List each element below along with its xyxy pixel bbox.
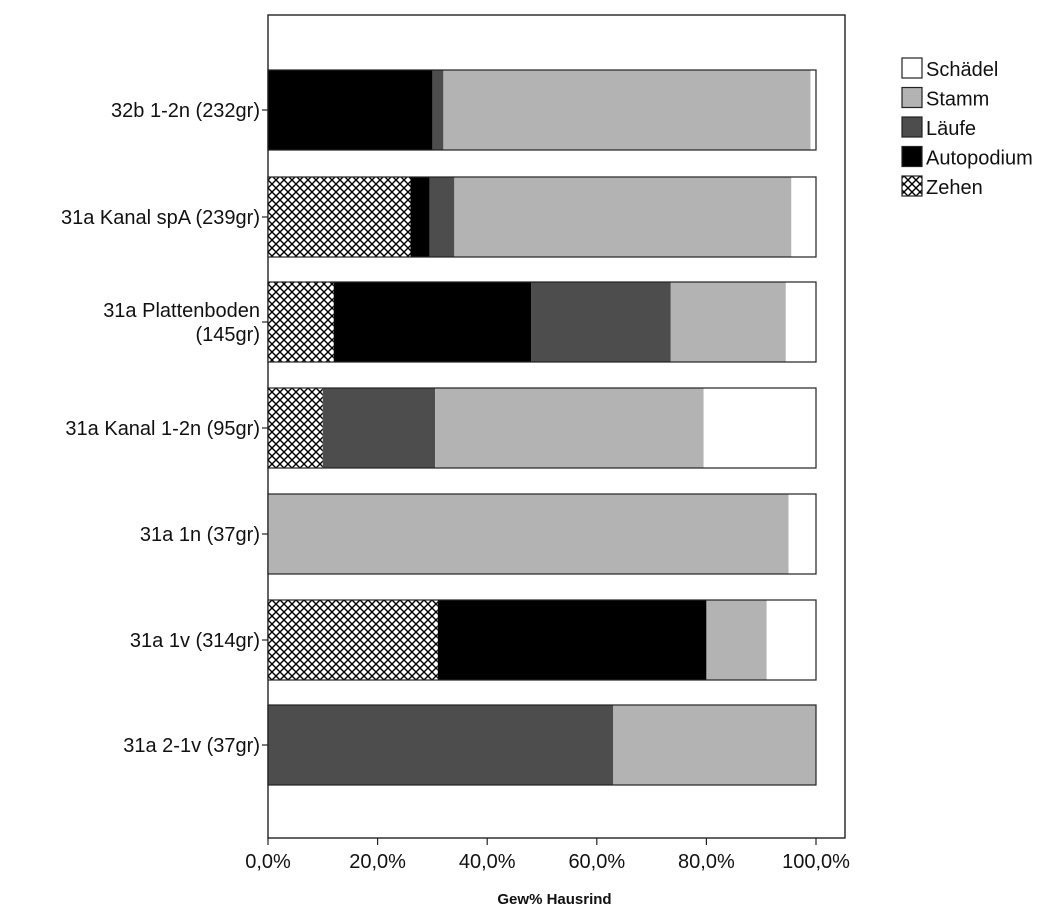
y-tick-label: 31a Plattenboden [103,300,260,322]
bar-segment-sch-del-1 [791,177,816,257]
bar-segment-sch-del-5 [766,600,816,680]
bar-segment-stamm-3 [435,388,704,468]
y-tick-label: 31a 1n (37gr) [140,524,260,546]
bar-segment-l-ufe-0 [432,70,444,150]
bar-segment-autopodium-1 [410,177,430,257]
legend-swatch-autopodium [901,145,923,168]
bar-segment-zehen-3 [268,388,323,468]
bar-segment-sch-del-4 [788,494,816,574]
bar-segment-autopodium-5 [437,600,707,680]
bar-segment-zehen-2 [268,282,334,362]
legend-label: Stamm [926,89,989,111]
bar-segment-sch-del-3 [703,388,816,468]
legend-label: Zehen [926,177,983,199]
y-tick-label: 31a 1v (314gr) [130,630,260,652]
y-tick-label: (145gr) [196,324,260,346]
legend-swatch-l-ufe [901,116,923,138]
bar-segment-l-ufe-6 [268,705,614,785]
legend-label: Läufe [926,118,976,140]
legend-swatch-sch-del [901,57,923,79]
legend-label: Autopodium [926,148,1033,170]
x-tick-label: 20,0% [349,851,406,873]
bar-segment-autopodium-2 [333,282,532,362]
y-tick-label: 31a Kanal 1-2n (95gr) [65,418,260,440]
bar-segment-stamm-1 [454,177,792,257]
bar-segment-l-ufe-1 [429,177,455,257]
bar-segment-l-ufe-3 [322,388,436,468]
bar-segment-zehen-5 [268,600,438,680]
legend-swatch-zehen [901,175,923,197]
bar-segment-sch-del-0 [810,70,816,150]
bar-segment-stamm-2 [670,282,786,362]
bar-segment-stamm-6 [613,705,816,785]
y-tick-label: 31a 2-1v (37gr) [123,735,260,757]
bar-segment-zehen-1 [268,177,411,257]
bar-segment-stamm-5 [706,600,767,680]
bar-segment-sch-del-2 [785,282,816,362]
legend-swatch-stamm [901,86,923,109]
x-tick-label: 0,0% [245,851,291,873]
y-tick-label: 32b 1-2n (232gr) [111,100,260,122]
x-tick-label: 60,0% [568,851,625,873]
x-tick-label: 40,0% [459,851,516,873]
bar-segment-l-ufe-2 [531,282,671,362]
bar-segment-stamm-4 [268,494,789,574]
x-axis-title: Gew% Hausrind [497,891,611,908]
bar-segment-autopodium-0 [268,70,433,150]
bar-segment-stamm-0 [443,70,811,150]
legend-label: Schädel [926,59,998,81]
y-tick-label: 31a Kanal spA (239gr) [61,207,260,229]
x-tick-label: 80,0% [678,851,735,873]
x-tick-label: 100,0% [782,851,850,873]
